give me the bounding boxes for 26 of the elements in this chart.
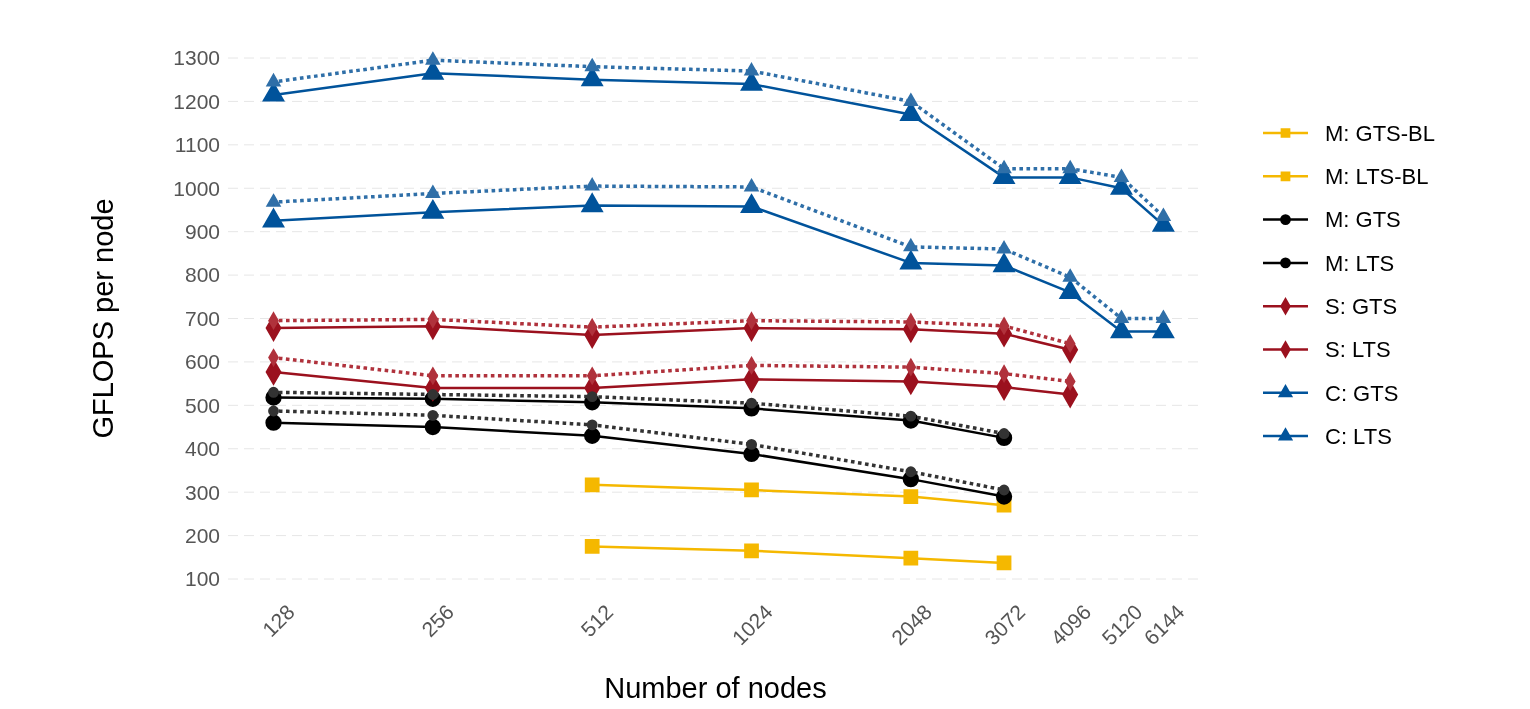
y-tick-label: 900 [184, 220, 220, 244]
y-tick-label: 600 [184, 350, 220, 374]
x-tick-label: 512 [576, 599, 618, 641]
legend-label: C: LTS [1325, 423, 1392, 449]
x-tick-label: 128 [257, 599, 299, 641]
y-tick-label: 1000 [173, 176, 220, 200]
legend-label: S: LTS [1325, 337, 1391, 363]
x-axis-title: Number of nodes [604, 672, 827, 704]
legend-label: C: GTS [1325, 380, 1399, 406]
y-axis-title: GFLOPS per node [87, 198, 119, 439]
y-tick-label: 100 [184, 567, 220, 591]
legend-label: S: GTS [1325, 293, 1398, 319]
y-tick-label: 800 [184, 263, 220, 287]
legend-label: M: GTS [1325, 207, 1401, 233]
y-tick-label: 1300 [173, 46, 220, 70]
x-tick-label: 256 [417, 599, 459, 641]
y-tick-label: 200 [184, 523, 220, 547]
y-tick-label: 300 [184, 480, 220, 504]
y-tick-label: 700 [184, 306, 220, 330]
legend-label: M: LTS-BL [1325, 164, 1429, 189]
y-tick-label: 400 [184, 437, 220, 461]
legend-label: M: GTS-BL [1325, 120, 1436, 146]
y-tick-label: 1100 [174, 133, 220, 157]
y-tick-label: 1200 [173, 89, 220, 113]
y-tick-label: 500 [184, 393, 220, 417]
legend-label: M: LTS [1325, 250, 1395, 276]
